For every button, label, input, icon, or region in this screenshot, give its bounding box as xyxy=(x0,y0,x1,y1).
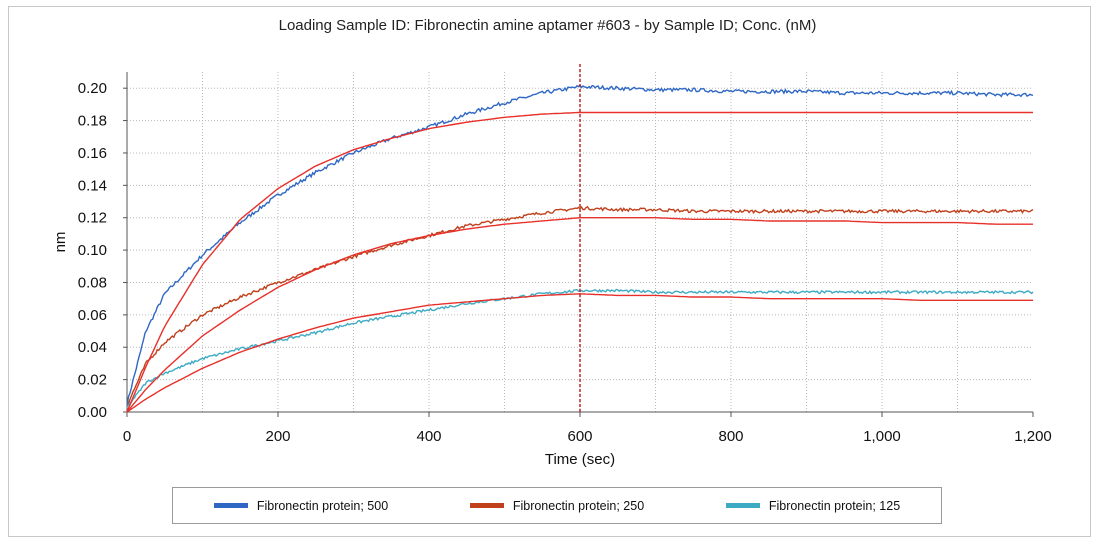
fit-line-2 xyxy=(126,293,1033,413)
x-tick-label: 0 xyxy=(123,428,131,445)
y-tick-label: 0.04 xyxy=(78,339,107,356)
y-axis-label: nm xyxy=(52,232,69,253)
fit-line-0 xyxy=(126,111,1033,413)
y-tick-label: 0.12 xyxy=(78,210,107,227)
y-tick-label: 0.18 xyxy=(78,113,107,130)
y-tick-label: 0.10 xyxy=(78,242,107,259)
chart-frame xyxy=(8,6,1091,537)
y-tick-label: 0.14 xyxy=(78,177,107,194)
y-tick-label: 0.08 xyxy=(78,274,107,291)
x-tick-label: 600 xyxy=(567,428,592,445)
x-tick-label: 200 xyxy=(265,428,290,445)
y-tick-label: 0.06 xyxy=(78,307,107,324)
y-tick-label: 0.00 xyxy=(78,404,107,421)
x-tick-label: 400 xyxy=(416,428,441,445)
y-tick-label: 0.16 xyxy=(78,145,107,162)
x-tick-label: 1,000 xyxy=(863,428,901,445)
x-axis-ticks: 0 200 400 600 800 1,000 1,200 xyxy=(123,412,1052,445)
legend-swatch-250 xyxy=(469,503,504,508)
y-axis-ticks: 0.00 0.02 0.04 0.06 0.08 0.10 0.12 0.14 0.16 0.18… xyxy=(78,80,127,421)
legend-label-125: Fibronectin protein; 125 xyxy=(768,498,901,513)
legend-label-250: Fibronectin protein; 250 xyxy=(512,498,645,513)
legend: Fibronectin protein; 500 Fibronectin pro… xyxy=(172,487,942,524)
x-axis-label: Time (sec) xyxy=(545,451,615,468)
legend-swatch-500 xyxy=(213,503,248,508)
legend-item-125: Fibronectin protein; 125 xyxy=(725,498,901,513)
y-tick-label: 0.02 xyxy=(78,372,107,389)
legend-item-250: Fibronectin protein; 250 xyxy=(469,498,645,513)
y-tick-label: 0.20 xyxy=(78,80,107,97)
chart-title: Loading Sample ID: Fibronectin amine apt… xyxy=(278,17,817,34)
legend-swatch-125 xyxy=(725,503,760,508)
fit-line-1 xyxy=(126,217,1033,413)
legend-item-500: Fibronectin protein; 500 xyxy=(213,498,389,513)
x-tick-label: 1,200 xyxy=(1014,428,1052,445)
series-line-1 xyxy=(126,205,1034,407)
legend-label-500: Fibronectin protein; 500 xyxy=(256,498,389,513)
x-tick-label: 800 xyxy=(718,428,743,445)
